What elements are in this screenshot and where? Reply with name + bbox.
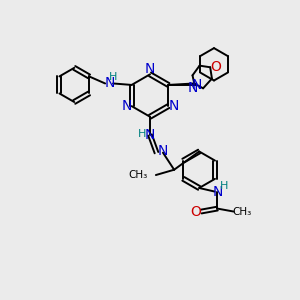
- Text: N: N: [122, 99, 132, 113]
- Text: H: H: [109, 72, 117, 82]
- Text: N: N: [212, 184, 223, 199]
- Text: H: H: [220, 181, 228, 190]
- Text: CH₃: CH₃: [232, 206, 251, 217]
- Text: N: N: [168, 99, 178, 113]
- Text: N: N: [104, 76, 115, 91]
- Text: N: N: [145, 128, 155, 142]
- Text: N: N: [191, 78, 202, 92]
- Text: O: O: [190, 205, 201, 218]
- Text: O: O: [210, 60, 221, 74]
- Text: CH₃: CH₃: [128, 170, 148, 180]
- Text: N: N: [145, 62, 155, 76]
- Text: H: H: [138, 128, 146, 139]
- Text: N: N: [158, 144, 168, 158]
- Text: N: N: [188, 81, 198, 95]
